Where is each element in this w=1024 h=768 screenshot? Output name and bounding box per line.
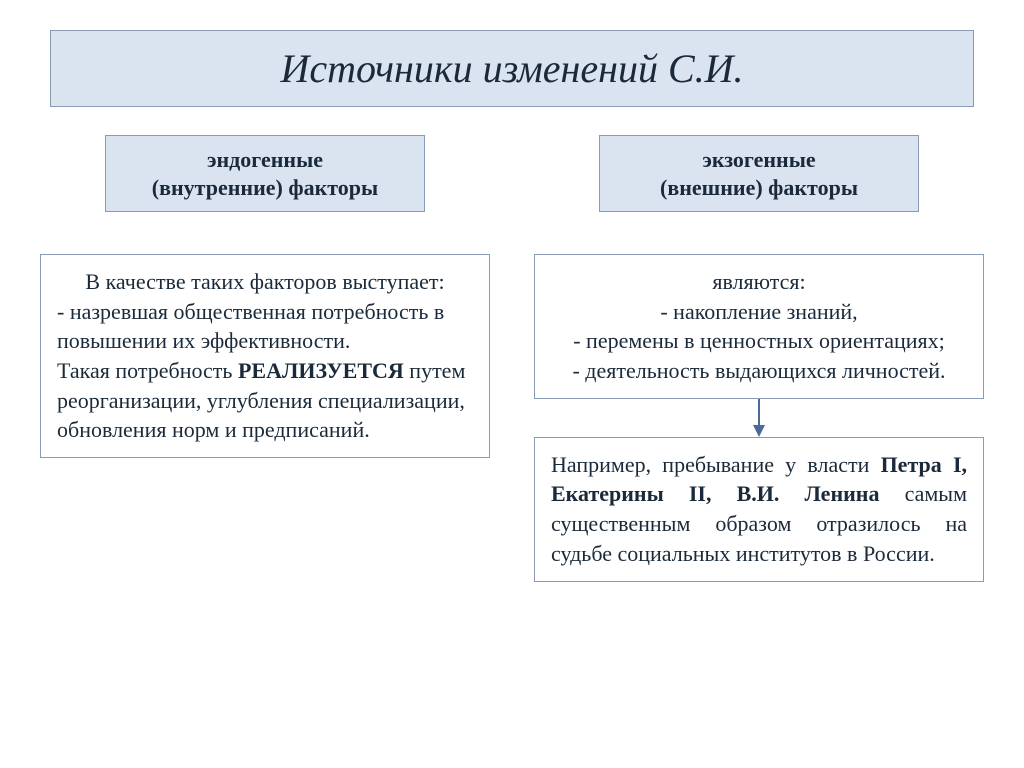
left-column: эндогенные (внутренние) факторы В качест…: [40, 135, 490, 582]
right-item3: - деятельность выдающихся личностей.: [551, 356, 967, 386]
right-item2: - перемены в ценностных ориентациях;: [551, 326, 967, 356]
left-bullet1: - назревшая общественная потребность в п…: [57, 297, 473, 356]
page-title: Источники изменений С.И.: [280, 46, 743, 91]
left-intro: В качестве таких факторов выступает:: [57, 267, 473, 297]
right-column: экзогенные (внешние) факторы являются: -…: [534, 135, 984, 582]
right-item1: - накопление знаний,: [551, 297, 967, 327]
left-header-line2: (внутренние) факторы: [152, 175, 378, 200]
right-header-line2: (внешние) факторы: [660, 175, 858, 200]
title-box: Источники изменений С.И.: [50, 30, 974, 107]
left-para: Такая потребность РЕАЛИЗУЕТСЯ путем реор…: [57, 356, 473, 445]
right-example-box: Например, пребывание у власти Петра I, Е…: [534, 437, 984, 582]
left-header-line1: эндогенные: [207, 147, 323, 172]
left-strong: РЕАЛИЗУЕТСЯ: [238, 358, 404, 383]
left-content-box: В качестве таких факторов выступает: - н…: [40, 254, 490, 458]
arrow-container: [534, 399, 984, 437]
right-header-line1: экзогенные: [702, 147, 815, 172]
down-arrow-icon: [749, 399, 769, 437]
right-header-box: экзогенные (внешние) факторы: [599, 135, 919, 212]
right-content-box: являются: - накопление знаний, - перемен…: [534, 254, 984, 399]
columns-container: эндогенные (внутренние) факторы В качест…: [30, 135, 994, 582]
right-intro: являются:: [551, 267, 967, 297]
left-header-box: эндогенные (внутренние) факторы: [105, 135, 425, 212]
